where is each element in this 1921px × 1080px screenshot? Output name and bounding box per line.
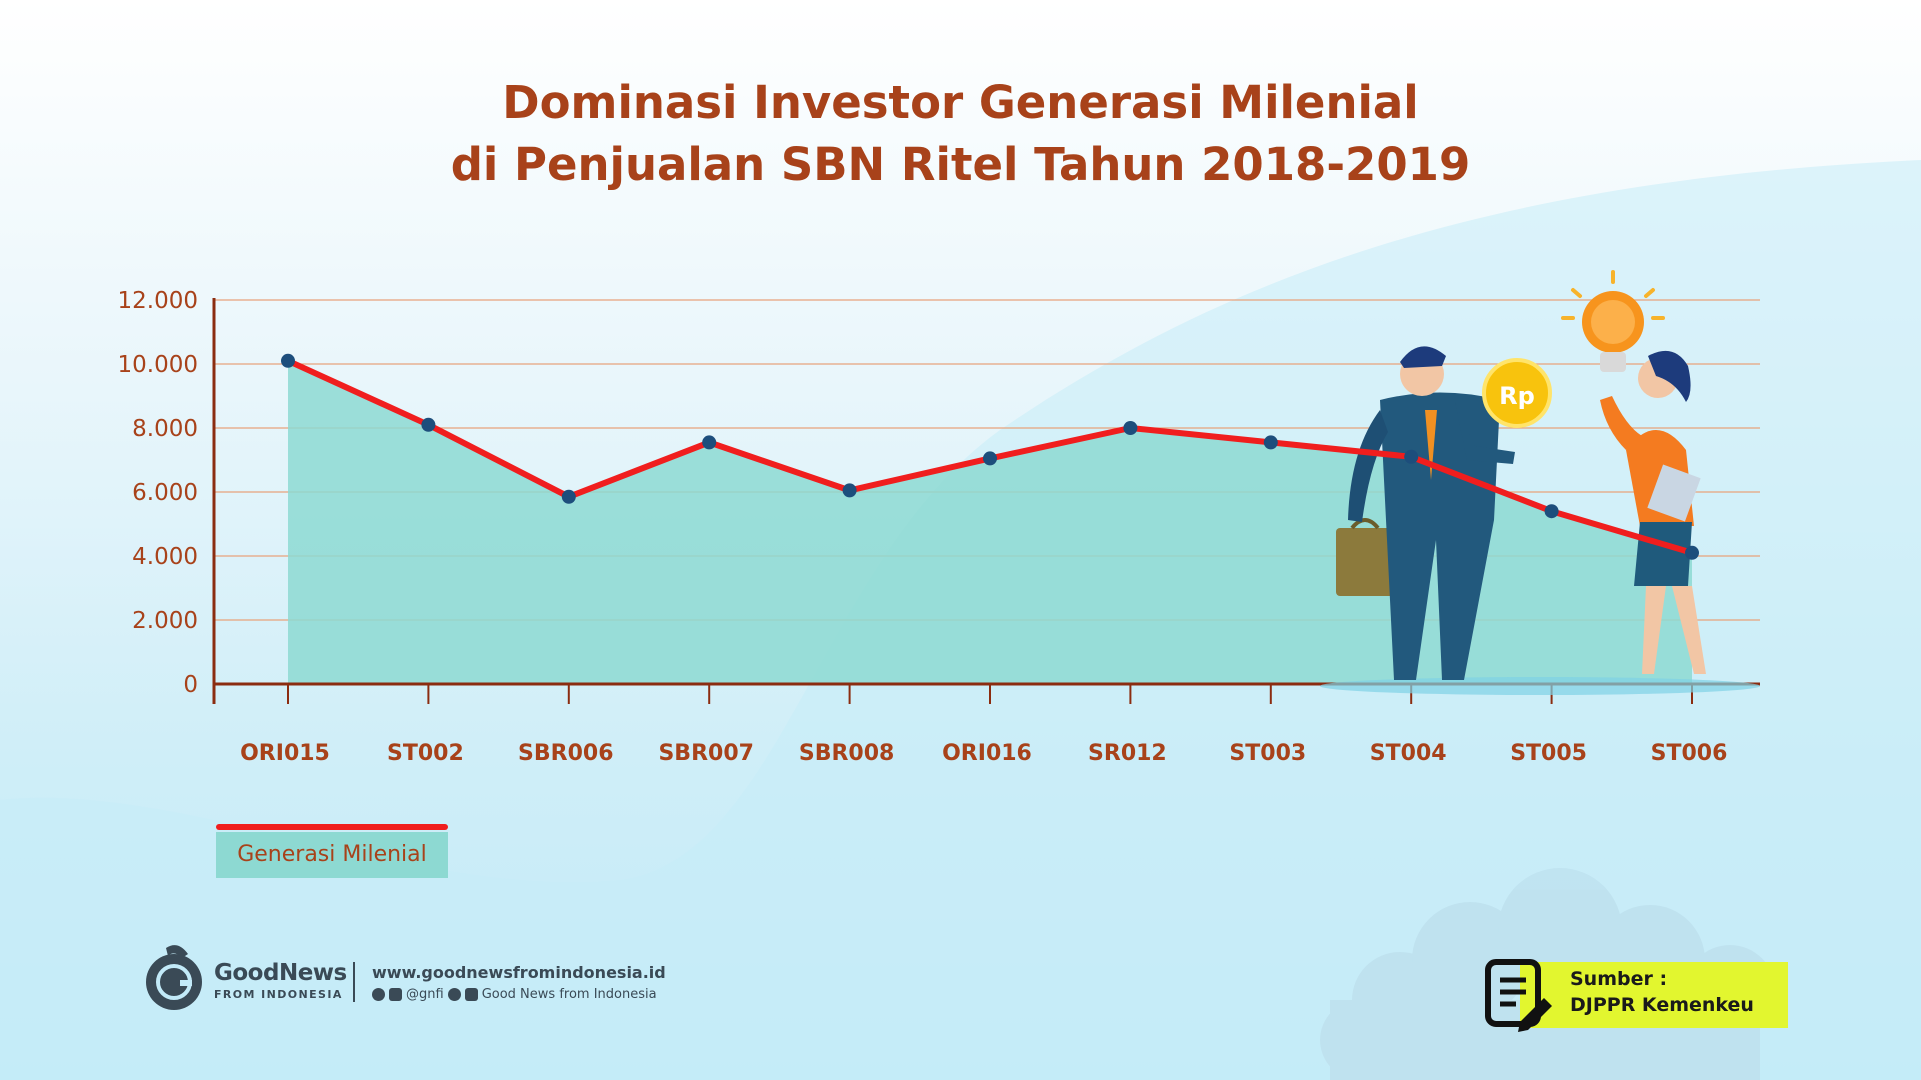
facebook-icon[interactable] [447,988,461,1001]
x-tick-label: ST004 [1370,741,1447,766]
y-tick-label: 2.000 [132,608,198,634]
y-tick-label: 10.000 [118,352,198,378]
data-point [1544,504,1559,519]
x-tick-label: SBR006 [518,741,613,766]
source-badge: Sumber : DJPPR Kemenkeu [1484,958,1788,1032]
data-point [421,417,436,432]
data-point [561,489,576,504]
chart-title-line-1: Dominasi Investor Generasi Milenial [502,76,1419,129]
x-tick-label: SBR007 [658,741,753,766]
legend-line-swatch [216,824,448,830]
ground-shadow [1320,677,1760,695]
x-axis-ticks: ORI015 ST002 SBR006 SBR007 SBR008 ORI016 SR012… [240,684,1727,766]
area-fill [288,360,1692,684]
x-tick-label: ORI015 [240,741,330,766]
x-tick-label: SR012 [1088,741,1167,766]
business-people-illustration: Rp [1320,270,1760,695]
youtube-icon[interactable] [464,988,478,1001]
data-point [983,451,997,466]
social-row: @gnfi Good News from Indonesia [372,987,666,1002]
coin-illustration: Rp [1482,358,1552,428]
legend-label: Generasi Milenial [216,832,448,878]
data-point [1263,435,1278,450]
x-tick-label: ST005 [1510,741,1587,766]
series-area [288,360,1692,684]
y-tick-label: 12.000 [118,288,198,314]
y-tick-label: 0 [183,672,198,698]
footer-divider [353,962,355,1002]
y-axis-ticks: 0 2.000 4.000 6.000 8.000 10.000 12.000 [118,288,198,698]
x-tick-label: ST006 [1651,741,1728,766]
document-edit-icon [1485,959,1552,1032]
data-point [1685,545,1699,560]
twitter-icon[interactable] [389,988,402,1001]
website-link[interactable]: www.goodnewsfromindonesia.id [372,963,666,982]
x-tick-label: ORI016 [942,741,1032,766]
footer-links: www.goodnewsfromindonesia.id @gnfi Good … [372,963,666,1002]
x-tick-label: ST002 [387,741,464,766]
channel-name: Good News from Indonesia [481,987,657,1002]
chart-title: Dominasi Investor Generasi Milenial di P… [0,72,1921,196]
gnfi-garuda-logo [146,945,202,1010]
y-tick-label: 8.000 [132,416,198,442]
businessman-illustration [1336,346,1515,680]
data-point [1404,449,1419,464]
instagram-icon[interactable] [372,988,385,1001]
legend: Generasi Milenial [216,824,448,878]
source-value: DJPPR Kemenkeu [1570,994,1754,1016]
chart-title-line-2: di Penjualan SBN Ritel Tahun 2018-2019 [450,138,1471,191]
coin-label: Rp [1499,382,1535,410]
data-point [842,483,857,498]
y-tick-label: 4.000 [132,544,198,570]
x-tick-label: ST003 [1229,741,1306,766]
data-point [1123,421,1138,435]
data-point [702,435,717,450]
source-label: Sumber : [1570,968,1668,990]
brand: GoodNews FROM INDONESIA [214,960,347,1001]
social-handle: @gnfi [406,987,444,1002]
x-tick-label: SBR008 [799,741,894,766]
source-box [1520,962,1788,1028]
lightbulb-illustration [1561,270,1665,372]
data-point [281,353,295,368]
data-points [281,353,1699,560]
brand-name: GoodNews [214,960,347,986]
businesswoman-illustration [1600,350,1706,674]
y-tick-label: 6.000 [132,480,198,506]
brand-subtitle: FROM INDONESIA [214,988,343,1001]
